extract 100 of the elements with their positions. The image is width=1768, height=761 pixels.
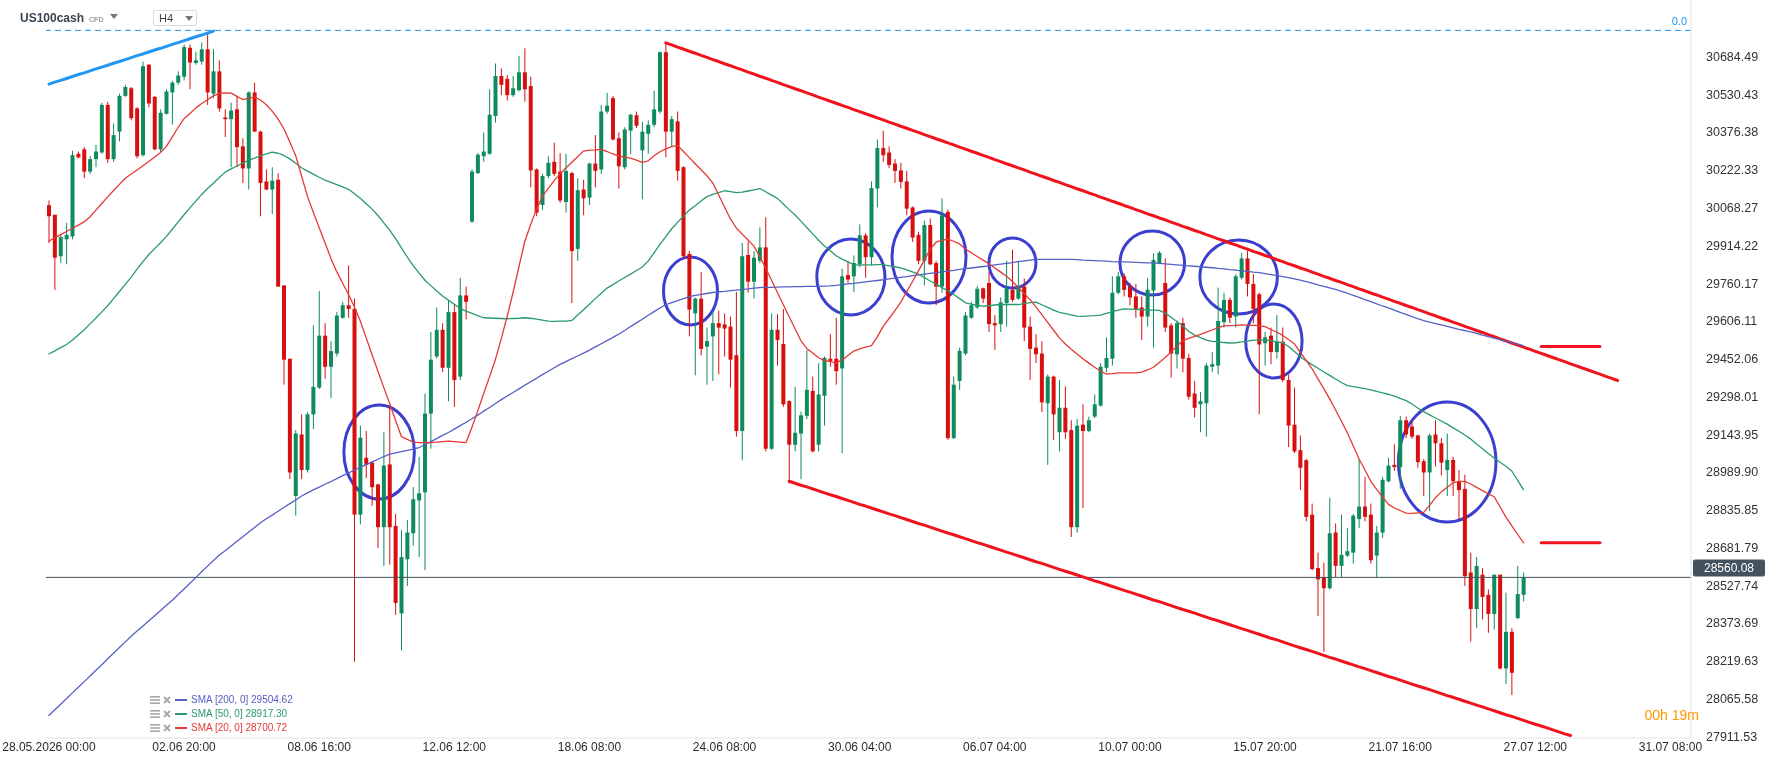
candlestick — [1433, 419, 1438, 468]
candlestick — [475, 152, 480, 175]
candlestick — [710, 311, 715, 382]
candlestick — [898, 162, 903, 190]
candlestick — [1421, 458, 1426, 497]
line-series — [787, 479, 1573, 738]
candlestick — [705, 327, 709, 386]
candlestick — [1081, 403, 1085, 509]
x-tick-label: 06.07 04:00 — [963, 739, 1027, 754]
y-tick-label: 30376.38 — [1706, 125, 1759, 140]
candlestick — [1122, 272, 1127, 297]
candlestick — [240, 137, 245, 184]
candlestick — [799, 410, 803, 480]
x-tick-label: 21.07 16:00 — [1368, 739, 1433, 754]
line-series — [664, 41, 1620, 383]
candlestick — [1274, 314, 1279, 360]
candlestick — [188, 44, 192, 90]
candlestick — [605, 92, 610, 115]
y-tick-label: 28065.58 — [1706, 692, 1759, 706]
candlestick — [82, 146, 87, 179]
candlestick — [1222, 292, 1226, 329]
x-tick-label: 02.06 20:00 — [152, 739, 217, 754]
annotation: 0.0 — [1671, 15, 1687, 28]
candlestick — [1004, 260, 1009, 328]
y-tick-label: 29143.95 — [1706, 427, 1759, 442]
candlestick — [640, 121, 645, 200]
y-tick-label: 28681.79 — [1706, 540, 1759, 555]
candlestick — [1357, 458, 1362, 529]
x-tick-label: 30.06 04:00 — [827, 739, 892, 754]
candlestick — [793, 386, 798, 452]
candlestick — [229, 102, 234, 168]
candlestick — [1210, 351, 1215, 373]
candlestick — [417, 456, 422, 558]
candlestick — [1128, 282, 1132, 306]
candlestick — [94, 144, 98, 168]
candlestick — [522, 47, 527, 103]
candlestick — [881, 130, 886, 163]
candlestick — [1133, 283, 1138, 319]
y-tick-label: 30068.27 — [1706, 200, 1759, 215]
candlestick — [863, 232, 868, 279]
candlestick — [329, 340, 333, 399]
candlestick — [270, 166, 275, 215]
text: US100cash — [20, 11, 85, 25]
y-tick-label: 28989.90 — [1706, 465, 1759, 480]
candlestick — [693, 296, 698, 376]
candlestick — [1116, 271, 1121, 295]
candlestick — [1010, 249, 1015, 303]
legend-label: SMA [200, 0] 29504.62 — [191, 694, 293, 705]
x-tick-label: 08.06 16:00 — [287, 739, 352, 754]
x-tick-label: 24.06 08:00 — [692, 739, 757, 754]
candlestick — [846, 260, 850, 284]
candlestick — [1321, 562, 1326, 653]
y-tick-label: 29452.06 — [1706, 352, 1759, 367]
candlestick — [346, 264, 351, 319]
candlestick — [193, 50, 198, 66]
candlestick — [1139, 295, 1144, 341]
x-tick-label: 12.06 12:00 — [422, 739, 487, 754]
x-tick-label: 15.07 20:00 — [1233, 739, 1298, 754]
x-tick-label: 31.07 08:00 — [1638, 739, 1703, 754]
candlestick — [1404, 416, 1409, 439]
line-series — [48, 258, 1525, 717]
y-tick-label: 28835.85 — [1706, 503, 1759, 518]
y-tick-label: 29298.01 — [1706, 389, 1759, 404]
y-tick-label: 28219.63 — [1706, 654, 1759, 669]
candlestick — [1374, 525, 1379, 578]
candlestick — [58, 233, 63, 264]
x-tick-label: 27.07 12:00 — [1503, 739, 1568, 754]
candlestick — [775, 313, 780, 367]
candlestick — [211, 48, 216, 99]
y-tick-label: 30684.49 — [1706, 49, 1759, 64]
candlestick — [511, 75, 516, 98]
candlestick — [1363, 476, 1367, 522]
candlestick — [505, 74, 510, 102]
y-tick-label: 28527.74 — [1706, 578, 1759, 593]
candlestick — [1445, 432, 1450, 497]
dropdown-field: H4 — [153, 10, 197, 26]
candlestick — [1451, 456, 1456, 497]
candlestick — [716, 310, 721, 375]
candlestick — [517, 55, 521, 92]
y-tick-label: 28373.69 — [1706, 616, 1759, 631]
candlestick — [199, 41, 204, 66]
candlestick — [546, 155, 551, 179]
annotation: 00h 19m — [1644, 707, 1699, 723]
candlestick — [464, 286, 469, 320]
y-tick-label: 29914.22 — [1706, 238, 1759, 253]
ref-line-label: 28560.08 — [1703, 560, 1755, 575]
candlestick — [652, 90, 657, 128]
candlestick — [1239, 252, 1244, 281]
candlestick — [1016, 260, 1021, 301]
y-tick-label: 27911.53 — [1706, 729, 1758, 744]
candlestick — [646, 119, 651, 155]
candlestick — [593, 134, 598, 188]
candlestick — [1192, 380, 1197, 419]
y-tick-label: 29760.17 — [1706, 276, 1759, 291]
candlestick — [628, 113, 633, 155]
x-tick-label: 18.06 08:00 — [557, 739, 622, 754]
candlestick — [552, 142, 557, 177]
candlestick — [581, 179, 586, 216]
candlestick — [1034, 333, 1038, 364]
annotation: H4 — [159, 12, 174, 24]
